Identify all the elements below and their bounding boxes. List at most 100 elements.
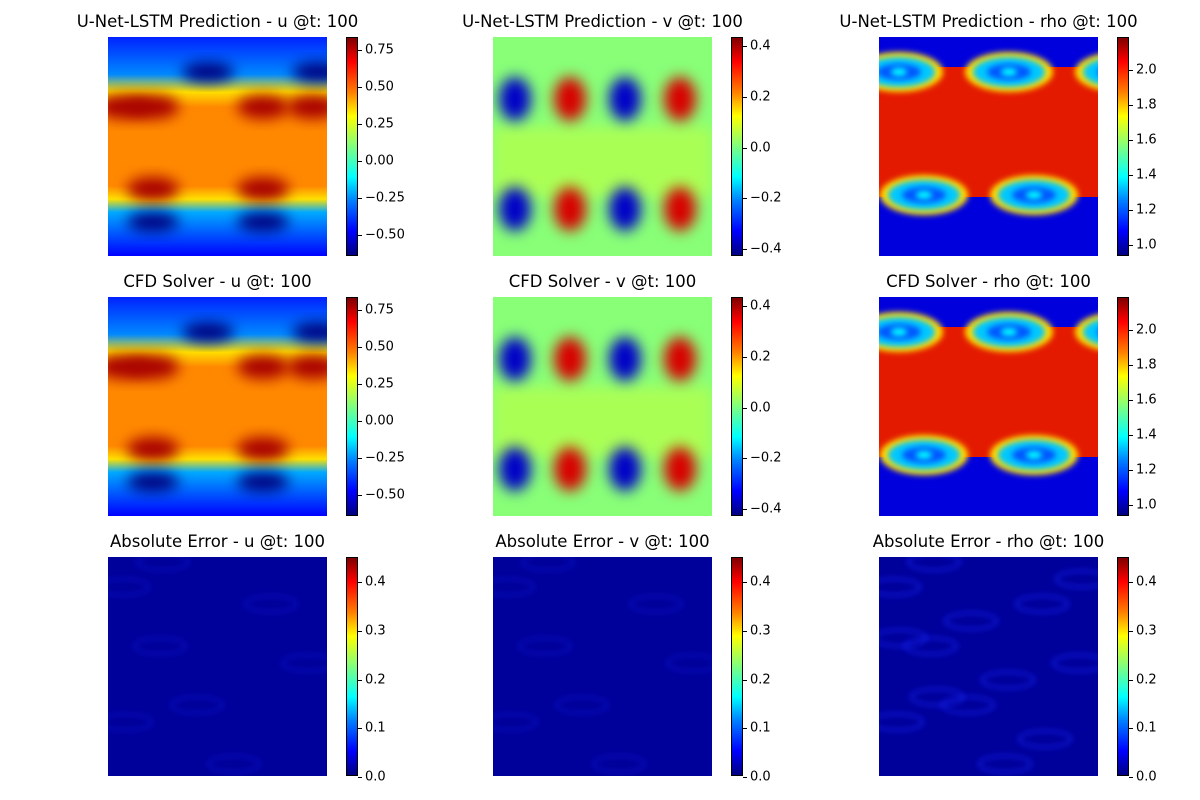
colorbar-tick — [358, 86, 362, 88]
panel-title: CFD Solver - u @t: 100 — [123, 272, 312, 291]
colorbar-tick — [743, 631, 747, 632]
panel-title: Absolute Error - v @t: 100 — [495, 532, 710, 551]
error-streak — [977, 754, 1033, 774]
density-vortex — [891, 68, 907, 76]
error-streak — [1017, 729, 1073, 749]
density-vortex — [891, 328, 907, 336]
density-vortex — [1001, 68, 1017, 76]
panel-title: Absolute Error - u @t: 100 — [110, 532, 325, 551]
high-velocity-core — [237, 355, 289, 379]
heatmap-error-rho — [879, 557, 1098, 776]
high-velocity-core — [237, 437, 289, 461]
colorbar-tick — [358, 420, 362, 422]
colorbar-tick-label: 1.2 — [1136, 462, 1157, 478]
colorbar-tick-label: −0.2 — [750, 450, 782, 466]
heatmap-svg — [493, 37, 712, 256]
colorbar-tick — [1129, 174, 1133, 176]
density-vortex — [916, 191, 932, 199]
colorbar-tick-label: 0.1 — [1136, 720, 1157, 736]
colorbar-tick — [358, 631, 362, 632]
error-streak — [493, 577, 536, 597]
colorbar-tick-label: −0.50 — [365, 487, 405, 503]
heatmap-solver-u — [108, 297, 327, 516]
colorbar-tick-label: 0.4 — [750, 574, 771, 590]
colorbar-tick-label: 0.25 — [365, 376, 394, 392]
heatmap-error-u — [108, 557, 327, 776]
colorbar-tick-label: 0.3 — [750, 623, 771, 639]
colorbar-tick-label: −0.4 — [750, 241, 782, 257]
colorbar-tick-label: 0.3 — [365, 623, 386, 639]
colorbar-tick-label: 0.75 — [365, 302, 394, 318]
heatmap-svg — [493, 297, 712, 516]
negative-v-vortex — [499, 447, 531, 491]
colorbar-tick — [1129, 244, 1133, 246]
heatmap-solver-v — [493, 297, 712, 516]
density-vortex — [1083, 319, 1098, 345]
colorbar-tick-label: 0.0 — [750, 400, 771, 415]
colorbar: 0.75 0.50 0.25 0.00 −0.25 −0.50 — [346, 37, 405, 256]
high-velocity-core — [127, 177, 179, 201]
negative-v-vortex — [499, 337, 531, 381]
error-streak — [108, 577, 151, 597]
colorbar-tick-label: 0.2 — [365, 672, 386, 688]
colorbar: 0.4 0.3 0.2 0.1 0.0 — [346, 557, 386, 785]
colorbar-tick-label: 1.4 — [1136, 167, 1157, 183]
colorbar-tick — [743, 458, 747, 460]
colorbar-tick — [358, 160, 362, 162]
colorbar-tick — [1129, 504, 1133, 506]
low-velocity-core — [182, 322, 234, 342]
colorbar-tick — [358, 494, 362, 496]
colorbar-tick — [1129, 209, 1133, 211]
heatmap-background — [493, 557, 712, 776]
negative-v-vortex — [609, 337, 641, 381]
low-velocity-core — [237, 472, 289, 492]
error-streak — [980, 670, 1036, 690]
colorbar-tick-label: 0.1 — [365, 720, 386, 736]
error-streak — [243, 594, 299, 614]
colorbar: 0.4 0.2 0.0 −0.2 −0.4 — [731, 37, 782, 257]
error-streak — [1014, 594, 1070, 614]
panel-title: CFD Solver - v @t: 100 — [508, 272, 697, 291]
colorbar-tick — [358, 728, 362, 730]
colorbar-tick-label: 0.4 — [365, 574, 386, 590]
negative-v-vortex — [499, 77, 531, 121]
error-streak — [628, 594, 684, 614]
density-vortex — [916, 451, 932, 459]
colorbar-tick — [743, 777, 747, 778]
error-streak — [909, 687, 965, 707]
high-velocity-core — [237, 177, 289, 201]
error-streak — [906, 557, 962, 572]
colorbar-tick-label: 1.4 — [1136, 427, 1157, 443]
colorbar-tick-label: 0.0 — [750, 140, 771, 155]
low-velocity-core — [182, 62, 234, 82]
error-streak — [879, 628, 928, 648]
heatmap-svg — [879, 557, 1098, 776]
heatmap-svg — [879, 297, 1098, 516]
colorbar-tick — [1129, 582, 1133, 584]
colorbar-tick — [358, 346, 362, 348]
colorbar-tick-label: 0.50 — [365, 79, 394, 95]
colorbar: 0.75 0.50 0.25 0.00 −0.25 −0.50 — [346, 297, 405, 516]
colorbar-tick — [743, 509, 747, 511]
error-streak — [943, 611, 999, 631]
colorbar-tick-label: 0.0 — [750, 769, 771, 785]
panel-title: Absolute Error - rho @t: 100 — [872, 532, 1105, 551]
colorbar-tick-label: 1.0 — [1136, 237, 1157, 253]
colorbar-tick — [1129, 679, 1133, 681]
error-streak — [665, 653, 712, 673]
colorbar-tick-label: 1.6 — [1136, 132, 1157, 148]
low-velocity-core — [292, 322, 327, 342]
colorbar-tick-label: −0.25 — [365, 190, 405, 206]
error-streak — [879, 577, 922, 597]
colorbar-tick-label: 1.0 — [1136, 497, 1157, 513]
colorbar-tick-label: −0.2 — [750, 190, 782, 206]
colorbar-tick — [358, 49, 362, 51]
heatmap-error-v — [493, 557, 712, 776]
colorbar-tick — [1129, 434, 1133, 436]
negative-v-vortex — [609, 447, 641, 491]
density-vortex — [1001, 328, 1017, 336]
colorbar-tick — [1129, 139, 1133, 141]
colorbar-tick — [743, 96, 747, 98]
error-streak — [493, 712, 539, 732]
